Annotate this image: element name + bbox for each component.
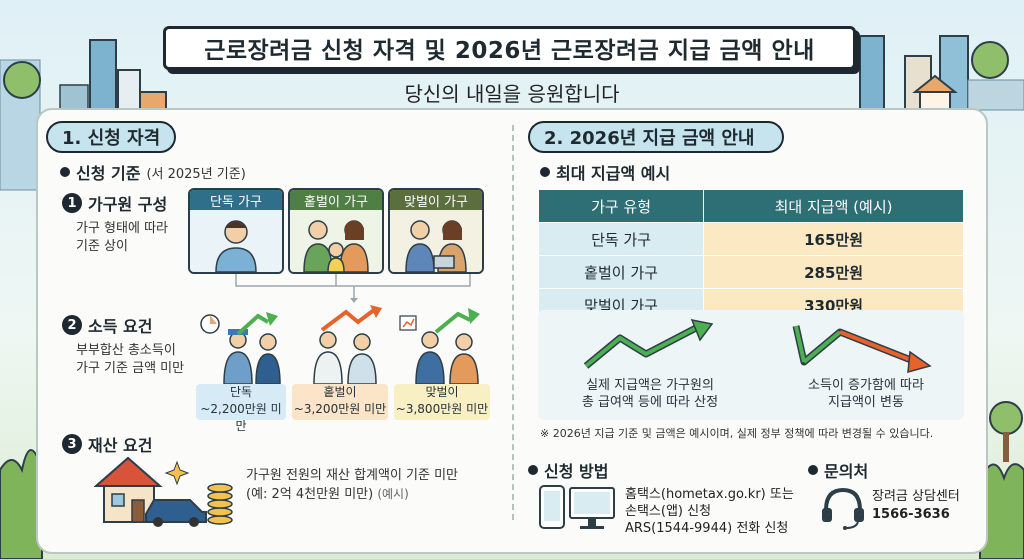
contact-title: 문의처 (824, 462, 869, 481)
table-cell-type: 단독 가구 (537, 222, 705, 256)
requirement1-heading: 1 가구원 구성 (62, 191, 167, 215)
contact-name: 장려금 상담센터 (872, 489, 960, 504)
contact-phone[interactable]: 1566-3636 (872, 507, 950, 522)
table-cell-amount: 165만원 (703, 222, 964, 256)
apply-title: 신청 방법 (544, 462, 609, 481)
rising-arrow-icon (583, 318, 714, 369)
connector-lines (235, 274, 471, 303)
disclaimer-note: ※ 2026년 지급 기준 및 금액은 예시이며, 실제 정부 정책에 따라 변… (540, 427, 934, 440)
apply-line1: 홈택스(hometax.go.kr) 또는 (625, 487, 794, 502)
requirement2-desc-line1: 부부합산 총소득이 (76, 343, 176, 358)
household-card-label: 단독 가구 (190, 190, 282, 210)
table-cell-amount: 285만원 (703, 255, 964, 289)
section-divider (512, 125, 514, 520)
household-card-single: 단독 가구 (188, 188, 284, 274)
requirement3-desc-line2: (예: 2억 4천만원 미만) (246, 487, 374, 502)
requirement2-title: 소득 요건 (88, 317, 153, 336)
requirement1-title: 가구원 구성 (88, 195, 168, 214)
page-subtitle: 당신의 내일을 응원합니다 (404, 82, 620, 106)
income-type: 맞벌이 (425, 385, 459, 399)
requirement3-desc-suffix: (예시) (377, 487, 409, 501)
graph2-caption-line1: 소득이 증가함에 따라 (808, 378, 924, 393)
bullet-icon (540, 167, 550, 177)
page-title: 근로장려금 신청 자격 및 2026년 근로장려금 지급 금액 안내 (163, 26, 856, 70)
household-card-label: 홑벌이 가구 (290, 190, 382, 210)
criteria-note: (서 2025년 기준) (146, 166, 246, 182)
house-car-coins-icon (94, 456, 233, 527)
household-card-one-earner: 홑벌이 가구 (288, 188, 384, 274)
requirement3-desc: 가구원 전원의 재산 합계액이 기준 미만 (예: 2억 4천만원 미만) (예… (246, 467, 458, 504)
income-limit: ~2,200만원 미만 (200, 402, 282, 433)
section2-heading: 2. 2026년 지급 금액 안내 (528, 121, 784, 153)
contact-heading: 문의처 (808, 458, 868, 482)
amount-table-wrap: 가구 유형 최대 지급액 (예시) 단독 가구 165만원 홑벌이 가구 285… (537, 189, 964, 322)
table-row: 단독 가구 165만원 (537, 222, 964, 256)
graph1-caption-line1: 실제 지급액은 가구원의 (586, 378, 714, 393)
bullet-icon (60, 167, 70, 177)
apply-text: 홈택스(hometax.go.kr) 또는 손택스(앱) 신청 ARS(1544… (625, 486, 794, 537)
income-limit: ~3,200만원 미만 (293, 402, 387, 416)
income-limit: ~3,800만원 미만 (395, 402, 489, 416)
income-type: 단독 (229, 385, 253, 399)
requirement2-desc-line2: 가구 기준 금액 미만 (76, 361, 185, 376)
graph1-caption-line2: 총 급여액 등에 따라 산정 (581, 395, 719, 410)
requirement3-desc-line2-wrap: (예: 2억 4천만원 미만) (예시) (246, 485, 458, 504)
table-row: 홑벌이 가구 285만원 (537, 255, 964, 289)
requirement1-desc-line2: 기준 상이 (76, 239, 128, 254)
household-card-dual-earner: 맞벌이 가구 (388, 188, 484, 274)
income-label-single: 단독 ~2,200만원 미만 (196, 384, 286, 433)
amount-table: 가구 유형 최대 지급액 (예시) 단독 가구 165만원 홑벌이 가구 285… (537, 189, 964, 322)
single-person-icon (190, 210, 282, 272)
requirement2-desc: 부부합산 총소득이 가구 기준 금액 미만 (76, 342, 184, 378)
family-icon (290, 210, 382, 272)
max-amount-label: 최대 지급액 예시 (540, 160, 670, 184)
headset-icon (822, 487, 864, 530)
changing-arrow-icon (792, 325, 932, 374)
income-type: 홑벌이 (323, 385, 357, 399)
phone-monitor-icon (539, 485, 615, 529)
requirement2-heading: 2 소득 요건 (62, 313, 152, 337)
income-label-dual-earner: 맞벌이 ~3,800만원 미만 (394, 384, 490, 420)
income-label-one-earner: 홑벌이 ~3,200만원 미만 (292, 384, 388, 420)
bullet-icon (808, 465, 818, 475)
max-amount-title: 최대 지급액 예시 (556, 164, 671, 183)
table-header-amount: 최대 지급액 (예시) (703, 189, 964, 223)
number-badge: 3 (62, 434, 82, 454)
criteria-label: 신청 기준 (서 2025년 기준) (60, 160, 246, 184)
requirement3-desc-line1: 가구원 전원의 재산 합계액이 기준 미만 (246, 468, 459, 483)
apply-line3: ARS(1544-9944) 전화 신청 (625, 521, 789, 536)
requirement3-title: 재산 요건 (88, 436, 153, 455)
table-header-type: 가구 유형 (537, 189, 705, 223)
apply-heading: 신청 방법 (528, 458, 608, 482)
section1-heading: 1. 신청 자격 (46, 121, 176, 153)
apply-line2: 손택스(앱) 신청 (625, 504, 712, 519)
number-badge: 1 (62, 193, 82, 213)
graph1-caption: 실제 지급액은 가구원의 총 급여액 등에 따라 산정 (560, 377, 740, 411)
number-badge: 2 (62, 315, 82, 335)
table-cell-type: 홑벌이 가구 (537, 255, 705, 289)
requirement1-desc-line1: 가구 형태에 따라 (76, 221, 168, 236)
graph2-caption: 소득이 증가함에 따라 지급액이 변동 (776, 377, 956, 411)
graphs-area (538, 310, 964, 420)
couple-icon (390, 210, 482, 272)
workers-illustration (200, 305, 480, 384)
criteria-title: 신청 기준 (76, 164, 141, 183)
bullet-icon (528, 465, 538, 475)
requirement3-heading: 3 재산 요건 (62, 432, 152, 456)
household-card-label: 맞벌이 가구 (390, 190, 482, 210)
contact-text: 장려금 상담센터 1566-3636 (872, 488, 960, 524)
requirement1-desc: 가구 형태에 따라 기준 상이 (76, 220, 168, 256)
table-header-row: 가구 유형 최대 지급액 (예시) (537, 189, 964, 223)
graph2-caption-line2: 지급액이 변동 (828, 395, 904, 410)
